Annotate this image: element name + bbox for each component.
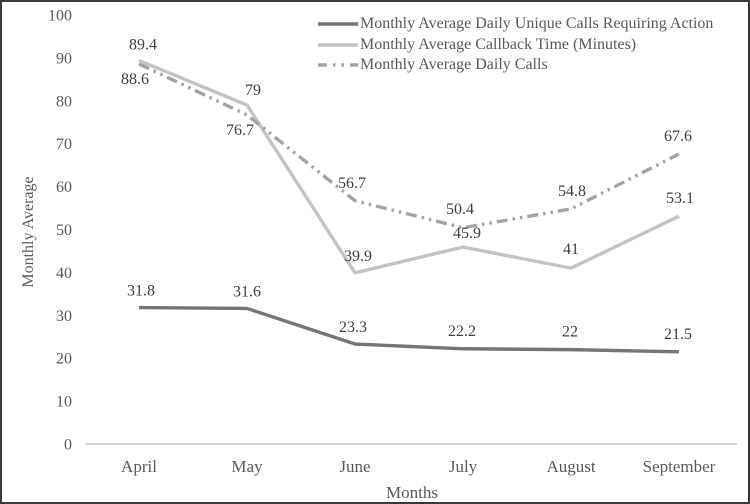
y-tick-label: 70 <box>56 136 72 153</box>
legend-label-unique-calls: Monthly Average Daily Unique Calls Requi… <box>360 15 714 32</box>
chart-legend: Monthly Average Daily Unique Calls Requi… <box>318 14 713 76</box>
legend-solid-light-line-icon <box>318 43 358 47</box>
data-label: 31.6 <box>233 283 261 300</box>
data-label: 21.5 <box>664 326 692 343</box>
x-axis-title: Months <box>386 483 438 502</box>
data-label: 88.6 <box>121 71 149 88</box>
x-category-label: May <box>231 457 263 476</box>
legend-solid-dark-line-icon <box>318 22 358 26</box>
series-line-1 <box>138 58 680 275</box>
legend-label-callback-time: Monthly Average Callback Time (Minutes) <box>360 35 637 53</box>
legend-label-daily-calls: Monthly Average Daily Calls <box>360 56 548 73</box>
legend-item-unique-calls: Monthly Average Daily Unique Calls Requi… <box>318 14 713 35</box>
data-label: 22.2 <box>448 323 476 340</box>
y-tick-label: 40 <box>56 265 72 282</box>
data-label: 53.1 <box>666 190 694 207</box>
x-category-label: April <box>121 457 157 476</box>
x-category-label: June <box>339 457 370 476</box>
data-label: 54.8 <box>558 183 586 200</box>
legend-item-daily-calls: Monthly Average Daily Calls <box>318 55 713 76</box>
data-label: 41 <box>563 241 579 258</box>
data-label: 45.9 <box>453 225 481 242</box>
y-tick-label: 60 <box>56 179 72 196</box>
series-line-2 <box>138 62 680 230</box>
x-category-label: September <box>643 457 716 476</box>
x-category-label: August <box>546 457 595 476</box>
y-tick-label: 30 <box>56 308 72 325</box>
y-tick-label: 0 <box>64 437 72 454</box>
data-label: 56.7 <box>338 175 366 192</box>
x-category-label: July <box>449 457 478 476</box>
data-label: 39.9 <box>344 248 372 265</box>
legend-item-callback-time: Monthly Average Callback Time (Minutes) <box>318 35 713 56</box>
y-tick-label: 80 <box>56 93 72 110</box>
data-label: 79 <box>245 82 261 99</box>
data-label: 50.4 <box>446 201 474 218</box>
data-label: 22 <box>562 324 578 341</box>
y-tick-label: 20 <box>56 351 72 368</box>
data-label: 89.4 <box>129 36 157 53</box>
y-tick-label: 90 <box>56 50 72 67</box>
data-label: 76.7 <box>226 122 254 139</box>
legend-dash-dot-line-icon <box>318 63 358 67</box>
data-label: 23.3 <box>339 319 367 336</box>
y-tick-label: 10 <box>56 394 72 411</box>
y-axis-title: Monthly Average <box>20 176 37 288</box>
y-tick-label: 50 <box>56 222 72 239</box>
data-label: 67.6 <box>664 128 692 145</box>
y-tick-label: 100 <box>48 8 72 25</box>
data-label: 31.8 <box>127 283 155 300</box>
series-line-0 <box>138 305 680 354</box>
